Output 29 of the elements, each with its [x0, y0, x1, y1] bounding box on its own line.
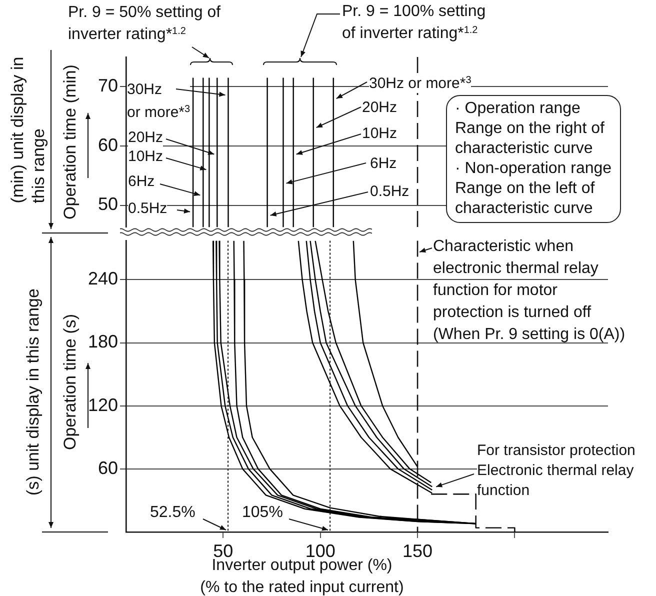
- y-tick-label: 120: [88, 394, 118, 415]
- annotation: 30Hz or more*$^{3}$: [369, 74, 472, 93]
- ref-line-label: 52.5%: [150, 503, 196, 522]
- annotation: For transistor protection Electronic thermal relay function: [477, 441, 636, 501]
- y-tick-label: 240: [88, 268, 118, 289]
- ref-line-label: 105%: [242, 503, 283, 522]
- y-tick-label: 70: [98, 76, 118, 96]
- x-tick-label: 150: [402, 540, 433, 561]
- annotation: 6Hz: [370, 154, 397, 173]
- y-tick-label: 60: [98, 134, 118, 155]
- text: (s) unit display in this range: [22, 288, 44, 496]
- annotation: 20Hz: [128, 128, 164, 147]
- annotation: · Operation range Range on the right of characteristic curve · Non-operation range Range on the left of characteristic curve: [446, 95, 621, 223]
- annotation: 10Hz: [362, 124, 398, 143]
- ref-line-label: Characteristic when electronic thermal relay function for motor protection is turned off (When Pr. 9 setting is 0(A)): [433, 237, 626, 345]
- y-tick-label: 60: [98, 458, 118, 478]
- annotation: 0.5Hz: [370, 182, 410, 201]
- annotation: 10Hz: [128, 147, 164, 166]
- y-tick-label: 180: [88, 332, 118, 352]
- text: Pr. 9 = 50% setting of inverter rating*$^{1.2}$: [68, 2, 221, 46]
- text: Pr. 9 = 100% setting of inverter rating*$^{1.2}$: [342, 1, 486, 45]
- text: (min) unit display in this range: [7, 56, 49, 204]
- annotation: 20Hz: [362, 98, 398, 117]
- annotation: 30Hz or more*$^{3}$: [127, 78, 190, 124]
- y-axis-title: Operation time (min): [60, 64, 80, 220]
- annotation: 6Hz: [128, 172, 155, 191]
- y-axis-title: Operation time (s): [60, 314, 80, 450]
- y-tick-label: 50: [98, 194, 118, 214]
- annotation: 0.5Hz: [128, 199, 168, 218]
